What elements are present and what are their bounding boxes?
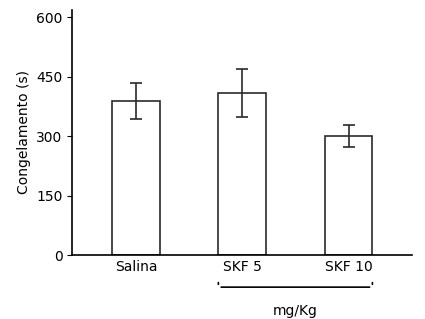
Bar <box>112 101 160 255</box>
Text: mg/Kg: mg/Kg <box>273 304 318 318</box>
Bar <box>218 93 266 255</box>
Y-axis label: Congelamento (s): Congelamento (s) <box>17 70 31 194</box>
Bar <box>325 136 372 255</box>
